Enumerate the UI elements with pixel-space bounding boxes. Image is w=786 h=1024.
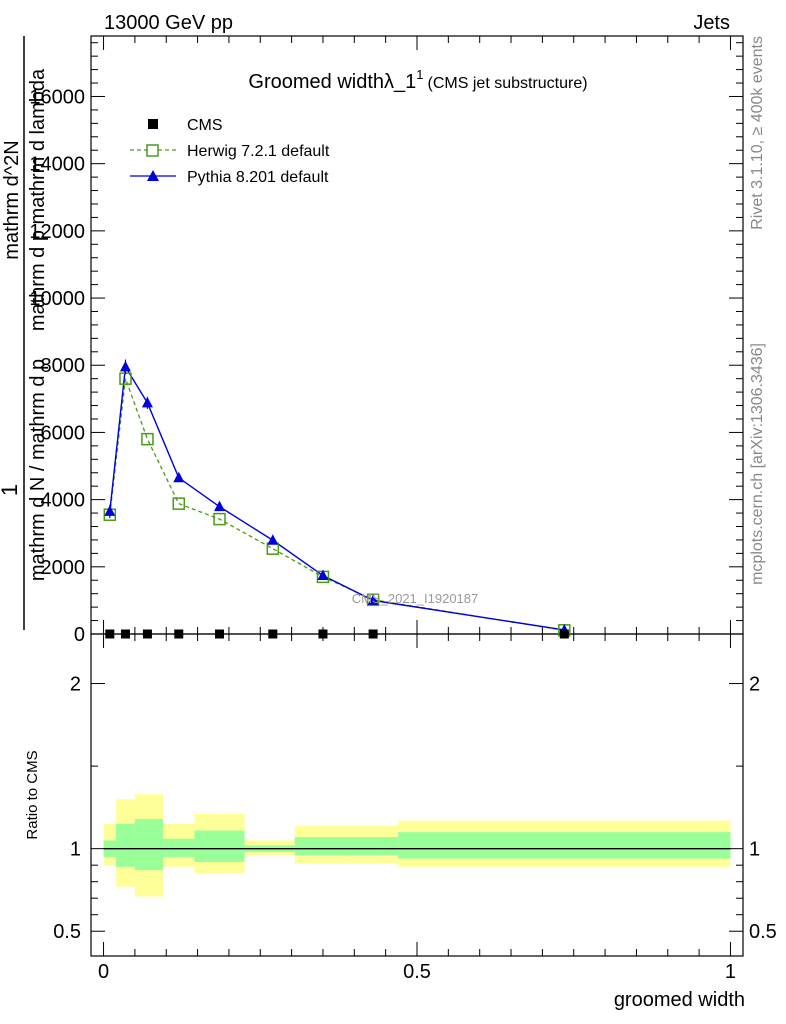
header-right: Jets — [693, 12, 730, 34]
main-ylabel-inner-denominator: mathrm d p mathrm d lambda — [27, 68, 49, 331]
legend-label-pythia: Pythia 8.201 default — [187, 169, 329, 186]
ratio-ytick-label-right-1: 1 — [749, 839, 760, 861]
main-ytick-label-1: 2000 — [41, 557, 86, 579]
ratio-ytick-label-left-0: 0.5 — [53, 921, 81, 943]
ratio-ytick-label-left-2: 2 — [70, 674, 81, 696]
chart-title: Groomed widthλ_11(CMS jet substructure) — [248, 67, 587, 93]
main-ylabel-denominator: mathrm d N / mathrm d p — [27, 359, 49, 581]
ratio-band-inner-8 — [398, 832, 731, 859]
main-ytick-label-4: 8000 — [41, 355, 86, 377]
main-ylabel-inner-numerator: mathrm d^2N — [1, 140, 23, 259]
ratio-plot-frame: 0 0.5 1 0.5 0.5 1 1 2 2 — [53, 633, 777, 983]
pythia-point — [214, 500, 226, 512]
x-tick-label-2: 1 — [725, 961, 736, 983]
herwig-point — [266, 542, 280, 555]
x-tick-label-1: 0.5 — [403, 961, 431, 983]
cms-point — [105, 629, 115, 639]
main-ytick-label-3: 6000 — [41, 422, 86, 444]
pythia-point — [267, 534, 279, 545]
herwig-point — [213, 512, 226, 526]
watermark: CMS_2021_I1920187 — [352, 591, 479, 606]
herwig-point — [141, 432, 154, 446]
ratio-band-inner-7 — [348, 837, 399, 856]
cms-point — [268, 629, 278, 639]
main-ylabel-numerator: 1 — [0, 484, 22, 496]
ratio-band-inner-1 — [116, 823, 135, 867]
main-ytick-label-0: 0 — [74, 624, 85, 646]
main-ytick-label-5: 10000 — [29, 288, 85, 310]
ratio-band-inner-6 — [294, 837, 349, 856]
main-plot-frame: 0 2000 4000 6000 8000 10000 12000 14000 16000 — [29, 35, 744, 646]
x-axis-label: groomed width — [614, 989, 745, 1011]
herwig-point — [366, 593, 380, 606]
legend-marker-cms — [148, 119, 158, 129]
pythia-point — [104, 505, 116, 516]
herwig-point — [172, 497, 186, 510]
header-left: 13000 GeV pp — [104, 12, 233, 34]
cms-point — [142, 629, 152, 639]
ratio-band-inner-3 — [163, 838, 195, 857]
legend: CMS Herwig 7.2.1 default Pythia 8.201 de… — [130, 117, 330, 186]
pythia-point — [173, 471, 185, 483]
cms-point — [120, 629, 130, 639]
ratio-ytick-label-left-1: 1 — [70, 839, 81, 861]
ratio-ytick-label-right-0: 0.5 — [749, 921, 777, 943]
pythia-point — [119, 360, 131, 372]
main-plot-content — [103, 359, 571, 639]
cms-point — [559, 629, 569, 639]
cms-point — [215, 629, 225, 639]
legend-marker-herwig — [146, 144, 159, 157]
ratio-ylabel: Ratio to CMS — [24, 750, 41, 839]
legend-marker-pythia — [147, 170, 159, 181]
main-ytick-label-8: 16000 — [29, 86, 85, 108]
main-ytick-label-2: 4000 — [41, 490, 86, 512]
cms-point — [174, 629, 184, 639]
ratio-band-inner-2 — [134, 818, 164, 871]
legend-label-cms: CMS — [187, 117, 223, 134]
mcplots-label: mcplots.cern.ch [arXiv:1306.3436] — [749, 343, 766, 585]
cms-point — [318, 629, 328, 639]
pythia-point — [317, 569, 329, 581]
cms-point — [368, 629, 378, 639]
pythia-point — [367, 594, 379, 605]
ratio-frame-border — [90, 633, 744, 957]
ratio-band-inner-4 — [194, 830, 245, 862]
rivet-label: Rivet 3.1.10, ≥ 400k events — [749, 36, 766, 230]
herwig-line — [109, 378, 565, 631]
ratio-ytick-label-right-2: 2 — [749, 674, 760, 696]
main-ytick-label-6: 12000 — [29, 221, 85, 243]
x-tick-label-0: 0 — [98, 961, 109, 983]
ratio-plot-content — [103, 794, 731, 897]
legend-label-herwig: Herwig 7.2.1 default — [187, 143, 330, 160]
main-ytick-label-7: 14000 — [29, 154, 85, 176]
pythia-point — [141, 396, 153, 408]
